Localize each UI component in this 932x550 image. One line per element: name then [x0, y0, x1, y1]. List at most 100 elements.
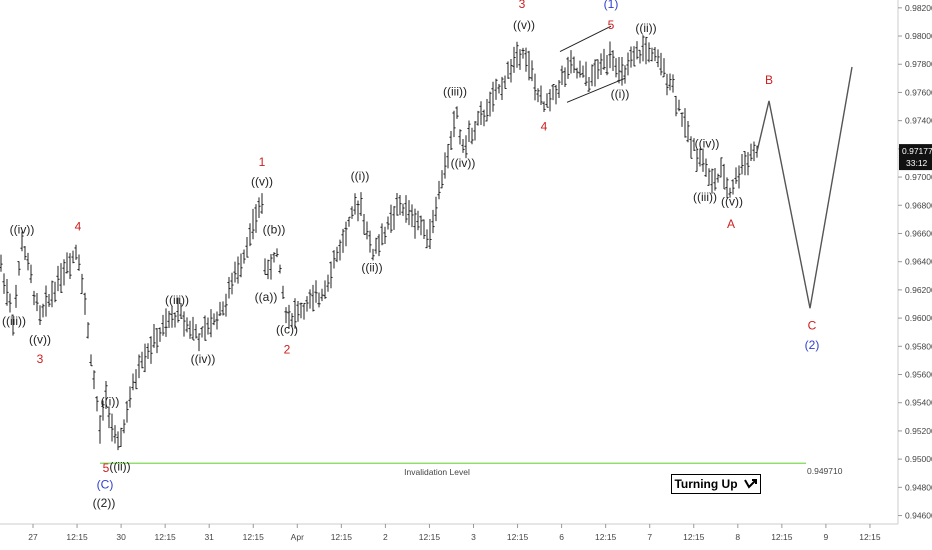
ohlc-bar [98, 415, 102, 444]
ohlc-bar [491, 81, 495, 112]
ohlc-bar [149, 336, 153, 364]
ohlc-bar [692, 138, 696, 152]
ohlc-bar [242, 249, 246, 264]
ohlc-bar [0, 254, 3, 272]
ohlc-bar [314, 280, 318, 303]
ohlc-bar [683, 108, 687, 138]
ohlc-bar [173, 312, 177, 328]
ohlc-bar [563, 67, 567, 87]
wave-label: ((c)) [276, 323, 298, 337]
ohlc-bar [389, 204, 393, 233]
wave-label: ((iv)) [451, 156, 476, 170]
wave-label: ((iii)) [2, 314, 26, 328]
wave-label: ((2)) [93, 496, 116, 510]
ohlc-bar [233, 261, 237, 283]
wave-label: ((iii)) [165, 293, 189, 307]
ohlc-bar [143, 343, 147, 373]
ohlc-bar [62, 259, 66, 286]
ohlc-bar [188, 320, 192, 339]
ohlc-bar [374, 237, 378, 254]
ohlc-bar [446, 143, 450, 169]
ohlc-bar [17, 261, 21, 276]
ohlc-bar [122, 419, 126, 434]
ohlc-bar [335, 246, 339, 263]
ohlc-bar [437, 180, 441, 200]
ohlc-bar [140, 351, 144, 369]
ohlc-bar [128, 386, 132, 408]
ohlc-bar [269, 254, 273, 280]
ohlc-bar [89, 354, 93, 367]
ohlc-bar [194, 324, 198, 339]
x-tick-label: 12:15 [331, 532, 353, 542]
ohlc-bar [137, 354, 141, 379]
ohlc-bar [707, 168, 711, 186]
ohlc-bar [236, 256, 240, 284]
ohlc-bar [611, 50, 615, 72]
ohlc-bar [230, 272, 234, 295]
ohlc-bar [5, 278, 9, 306]
ohlc-bar [431, 209, 435, 234]
ohlc-bar [167, 310, 171, 329]
wave-label: ((ii)) [361, 261, 382, 275]
wave-label: ((i)) [611, 87, 630, 101]
ohlc-bar [485, 98, 489, 122]
x-tick-label: 12:15 [66, 532, 88, 542]
ohlc-bar [326, 274, 330, 292]
ohlc-bar [671, 74, 675, 93]
ohlc-bar [359, 192, 363, 216]
ohlc-bar [650, 47, 654, 62]
y-tick-label: 0.94600 [905, 511, 932, 521]
ohlc-bar [665, 73, 669, 96]
ohlc-bar [257, 197, 261, 219]
ohlc-bar [65, 252, 69, 274]
ohlc-bar [590, 64, 594, 87]
wave-label: ((i)) [351, 169, 370, 183]
last-price-label: 0.97177 [902, 146, 932, 156]
ohlc-bar [164, 308, 168, 337]
ohlc-bar [119, 427, 123, 447]
ohlc-bar [77, 254, 81, 271]
ohlc-bar [626, 52, 630, 76]
wave-label: 4 [541, 120, 548, 134]
ohlc-bar [440, 170, 444, 189]
ohlc-bar [476, 110, 480, 126]
ohlc-bar [428, 218, 432, 250]
ohlc-bar [548, 89, 552, 112]
wave-label: B [765, 73, 773, 87]
ohlc-bar [494, 78, 498, 100]
ohlc-bar [497, 83, 501, 94]
wave-label: ((ii)) [635, 21, 656, 35]
wave-label: ((v)) [29, 332, 51, 346]
ohlc-bar [656, 49, 660, 68]
ohlc-bar [464, 135, 468, 159]
ohlc-bar [38, 305, 42, 326]
ohlc-bar [50, 280, 54, 308]
ohlc-bar [467, 120, 471, 143]
ohlc-bar [635, 41, 639, 60]
ohlc-bar [674, 95, 678, 117]
ohlc-bar [59, 263, 63, 293]
wave-label: C [808, 318, 817, 332]
ohlc-bar [404, 195, 408, 223]
ohlc-bar [644, 36, 648, 65]
wave-label: 3 [519, 0, 526, 11]
ohlc-bar [677, 99, 681, 112]
ohlc-bar [596, 59, 600, 80]
ohlc-bar [701, 148, 705, 172]
ohlc-bar [305, 296, 309, 312]
ohlc-bar [752, 141, 756, 162]
ohlc-bar [41, 303, 45, 318]
wave-label: 5 [608, 18, 615, 32]
channel-line [566, 77, 626, 103]
ohlc-bar [131, 373, 135, 391]
ohlc-bar [287, 304, 291, 329]
ohlc-bar [704, 158, 708, 177]
ohlc-bar [161, 314, 165, 336]
ohlc-bar [239, 253, 243, 278]
wave-label: (2) [805, 338, 820, 352]
ohlc-bar [575, 67, 579, 79]
